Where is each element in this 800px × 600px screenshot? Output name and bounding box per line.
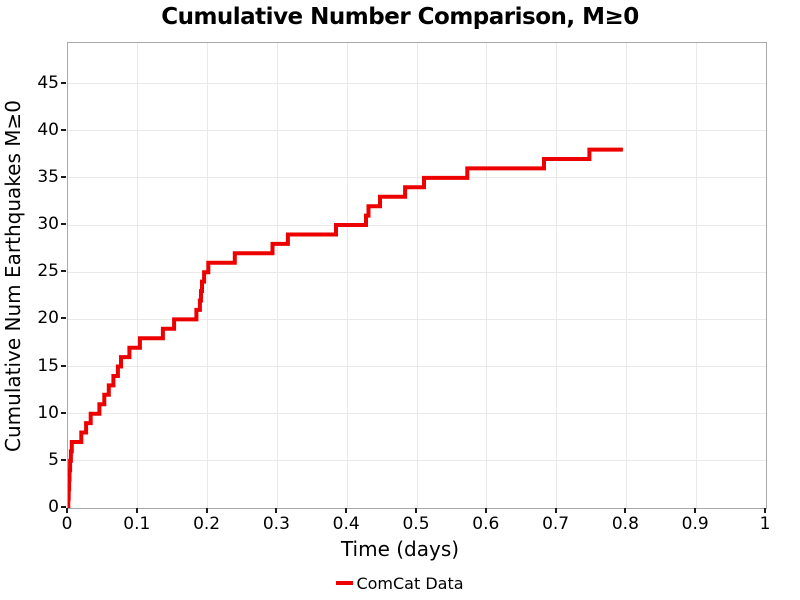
x-tick-mark	[66, 508, 68, 513]
y-tick-mark	[61, 175, 66, 178]
y-tick-label: 20	[37, 308, 59, 329]
y-tick-mark	[61, 364, 66, 367]
y-tick-mark	[61, 223, 66, 225]
y-tick-label: 15	[37, 355, 59, 376]
gridline-vertical	[346, 43, 348, 508]
gridline-vertical	[137, 43, 139, 508]
gridline-vertical	[556, 43, 558, 508]
x-tick-label: 0.2	[193, 514, 221, 534]
gridline-horizontal	[68, 83, 766, 85]
x-tick-mark	[205, 508, 208, 513]
gridline-horizontal	[68, 366, 766, 367]
y-tick-mark	[61, 506, 66, 508]
x-tick-mark	[694, 508, 697, 513]
x-tick-label: 0.9	[681, 514, 709, 534]
y-tick-mark	[61, 411, 66, 414]
y-tick-mark	[61, 128, 66, 131]
gridline-horizontal	[68, 460, 766, 462]
y-tick-mark	[61, 458, 66, 461]
series-plot-svg	[68, 147, 623, 508]
x-tick-mark	[624, 508, 627, 513]
gridline-horizontal	[68, 130, 766, 132]
x-tick-label: 0.5	[402, 514, 430, 534]
y-tick-label: 25	[37, 261, 59, 282]
gridline-horizontal	[68, 271, 766, 273]
y-tick-label: 10	[37, 402, 59, 423]
gridline-vertical	[416, 43, 418, 508]
gridline-vertical	[625, 43, 627, 508]
x-tick-label: 0	[61, 514, 73, 534]
gridline-vertical	[695, 43, 697, 508]
x-tick-mark	[345, 508, 348, 513]
y-axis-title: Cumulative Num Earthquakes M≥0	[1, 100, 25, 452]
gridline-horizontal	[68, 224, 766, 226]
x-tick-mark	[484, 508, 487, 513]
y-tick-label: 40	[37, 119, 59, 140]
x-tick-label: 0.3	[262, 514, 290, 534]
x-tick-mark	[554, 508, 557, 513]
gridline-horizontal	[68, 318, 766, 320]
gridline-vertical	[276, 43, 278, 508]
x-tick-label: 0.1	[123, 514, 151, 534]
y-tick-label: 45	[37, 72, 59, 93]
gridline-vertical	[207, 43, 209, 508]
gridline-horizontal	[68, 413, 766, 415]
legend-line-swatch	[336, 581, 354, 585]
y-tick-label: 35	[37, 166, 59, 187]
x-tick-mark	[135, 508, 138, 513]
y-tick-mark	[61, 317, 66, 320]
y-tick-mark	[61, 81, 66, 84]
x-tick-mark	[764, 508, 766, 513]
y-tick-label: 30	[37, 214, 59, 234]
chart-title: Cumulative Number Comparison, M≥0	[161, 4, 639, 30]
legend: ComCat Data	[0, 572, 800, 594]
y-tick-mark	[61, 270, 66, 273]
x-tick-label: 1	[759, 514, 771, 534]
x-tick-label: 0.6	[472, 514, 500, 534]
x-tick-mark	[415, 508, 417, 513]
x-tick-mark	[275, 508, 278, 513]
gridline-vertical	[486, 43, 488, 508]
plot-area	[67, 42, 767, 509]
x-tick-label: 0.7	[542, 514, 570, 534]
x-axis-title: Time (days)	[340, 537, 460, 561]
y-tick-label: 5	[48, 449, 59, 470]
legend-label: ComCat Data	[356, 573, 464, 593]
y-tick-label: 0	[48, 497, 59, 517]
x-tick-label: 0.8	[611, 514, 639, 534]
gridline-horizontal	[68, 177, 766, 179]
x-tick-label: 0.4	[332, 514, 360, 534]
comcat-series-line	[68, 147, 623, 508]
